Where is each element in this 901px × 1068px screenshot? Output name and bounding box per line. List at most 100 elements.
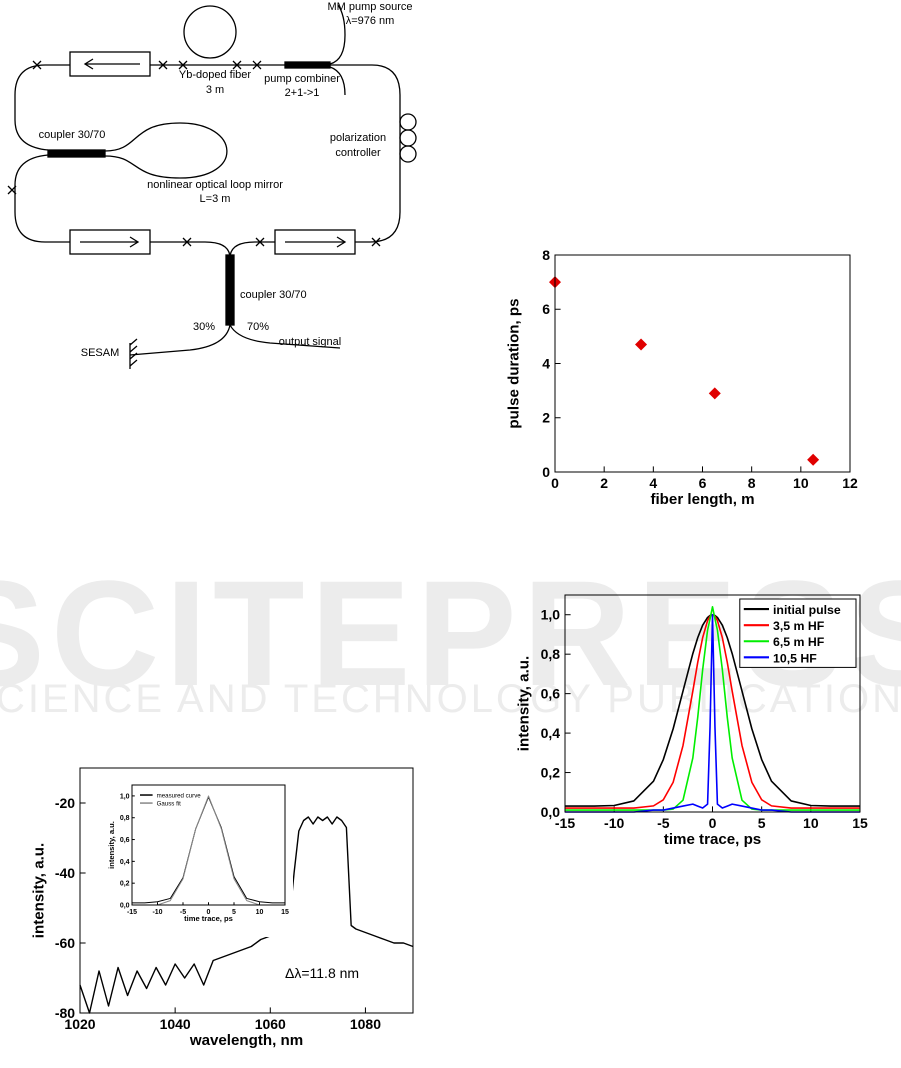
label: 30% bbox=[193, 321, 215, 333]
y-tick-label: 0,2 bbox=[120, 881, 130, 888]
chart: -15 -10 -5 0 5 10 15 0,0 0,2 0,4 0,6 0,8 1,0 time tra… bbox=[516, 594, 868, 848]
splice bbox=[7, 60, 381, 247]
y-tick-label: 0,0 bbox=[541, 804, 561, 820]
y-tick-label: 1,0 bbox=[120, 793, 130, 800]
laser-diagram bbox=[7, 4, 417, 369]
label: L=3 m bbox=[200, 193, 231, 205]
x-tick-label: 1020 bbox=[64, 1016, 95, 1032]
x-tick-label: 10 bbox=[256, 909, 264, 916]
x-tick-label: 0 bbox=[207, 909, 211, 916]
x-tick-label: 2 bbox=[600, 475, 608, 491]
x-tick-label: -15 bbox=[127, 909, 137, 916]
legend-label: measured curve bbox=[157, 792, 202, 799]
output-fiber bbox=[129, 324, 341, 356]
plot-frame bbox=[564, 594, 861, 813]
isolator-arrow bbox=[285, 236, 347, 248]
isolator-arrow bbox=[83, 58, 140, 70]
x-tick-label: 12 bbox=[842, 475, 858, 491]
y-tick-label: -40 bbox=[55, 865, 75, 881]
point bbox=[708, 387, 721, 400]
label: 70% bbox=[247, 321, 269, 333]
isolator-arrow bbox=[80, 236, 140, 248]
legend-box bbox=[136, 789, 195, 810]
x-tick-label: 0 bbox=[551, 475, 559, 491]
y-axis-label: intensity, a.u. bbox=[516, 656, 533, 751]
x-tick-label: 10 bbox=[793, 475, 809, 491]
y-tick-label: 0,0 bbox=[120, 902, 130, 909]
y-tick-label: 0,8 bbox=[120, 815, 130, 822]
x-axis-label: time trace, ps bbox=[184, 914, 233, 923]
x-tick-label: 8 bbox=[748, 475, 756, 491]
legend-box bbox=[739, 598, 857, 668]
x-tick-label: 0 bbox=[709, 815, 717, 831]
y-axis-label: intensity, a.u. bbox=[31, 843, 48, 938]
loop-mirror bbox=[104, 122, 228, 179]
x-tick-label: 10 bbox=[803, 815, 819, 831]
y-tick-label: -20 bbox=[55, 795, 75, 811]
x-tick-label: 4 bbox=[649, 475, 657, 491]
y-tick-label: -60 bbox=[55, 935, 75, 951]
x-tick-label: 15 bbox=[852, 815, 868, 831]
coupler bbox=[225, 254, 235, 326]
x-tick-label: 15 bbox=[281, 909, 289, 916]
x-tick-label: 1040 bbox=[160, 1016, 191, 1032]
x-tick-label: 6 bbox=[699, 475, 707, 491]
pump-fiber bbox=[329, 4, 346, 96]
legend-label: 3,5 m HF bbox=[773, 619, 825, 633]
chart: -15 -10 -5 0 5 10 15 0,0 0,2 0,4 0,6 0,8 1,0 time tra… bbox=[100, 781, 293, 937]
x-axis-label: fiber length, m bbox=[650, 491, 754, 508]
x-tick-label: -15 bbox=[555, 815, 575, 831]
pc-loop bbox=[399, 113, 417, 131]
pc-loop bbox=[399, 145, 417, 163]
y-axis-label: pulse duration, ps bbox=[506, 298, 523, 428]
legend-label: 6,5 m HF bbox=[773, 635, 825, 649]
plot-frame bbox=[131, 784, 286, 906]
label: nonlinear optical loop mirror bbox=[147, 179, 283, 191]
x-tick-label: -5 bbox=[180, 909, 186, 916]
y-tick-label: 0,6 bbox=[120, 837, 130, 844]
legend-label: initial pulse bbox=[773, 603, 841, 617]
x-axis-label: wavelength, nm bbox=[189, 1032, 303, 1049]
x-tick-label: 5 bbox=[232, 909, 236, 916]
point bbox=[807, 453, 820, 466]
label: controller bbox=[335, 147, 381, 159]
label: MM pump source bbox=[328, 1, 413, 13]
label: polarization bbox=[330, 132, 386, 144]
label: λ=976 nm bbox=[346, 15, 395, 27]
pc-loop bbox=[399, 129, 417, 147]
label: Yb-doped fiber bbox=[179, 69, 251, 81]
watermark-subtitle: SCIENCE AND TECHNOLOGY PUBLICATIONS bbox=[0, 677, 901, 721]
pump-combiner bbox=[284, 61, 331, 69]
label: coupler 30/70 bbox=[39, 129, 106, 141]
y-tick-label: 2 bbox=[542, 410, 550, 426]
y-tick-label: 0,6 bbox=[541, 686, 561, 702]
y-axis-label: intensity, a.u. bbox=[107, 821, 116, 869]
y-tick-label: 1,0 bbox=[541, 607, 561, 623]
y-tick-label: 8 bbox=[542, 247, 550, 263]
x-tick-label: 5 bbox=[758, 815, 766, 831]
label: 2+1->1 bbox=[285, 87, 320, 99]
x-tick-label: -10 bbox=[152, 909, 162, 916]
x-axis-label: time trace, ps bbox=[664, 831, 761, 848]
y-tick-label: 6 bbox=[542, 301, 550, 317]
annotation: Δλ=11.8 nm bbox=[285, 965, 359, 981]
point bbox=[635, 338, 648, 351]
x-tick-label: -10 bbox=[604, 815, 624, 831]
label: output signal bbox=[279, 336, 341, 348]
label: pump combiner bbox=[264, 73, 340, 85]
label: 3 m bbox=[206, 84, 224, 96]
legend-label: 10,5 HF bbox=[773, 651, 817, 665]
x-tick-label: 1080 bbox=[350, 1016, 381, 1032]
y-tick-label: 0,4 bbox=[541, 725, 561, 741]
plot-frame bbox=[554, 254, 851, 473]
y-tick-label: 0 bbox=[542, 464, 550, 480]
y-tick-label: 0,4 bbox=[120, 859, 130, 866]
y-tick-label: 0,8 bbox=[541, 646, 561, 662]
y-tick-label: 4 bbox=[542, 355, 550, 371]
coupler bbox=[47, 149, 106, 158]
legend-label: Gauss fit bbox=[157, 801, 182, 808]
x-tick-label: -5 bbox=[657, 815, 670, 831]
